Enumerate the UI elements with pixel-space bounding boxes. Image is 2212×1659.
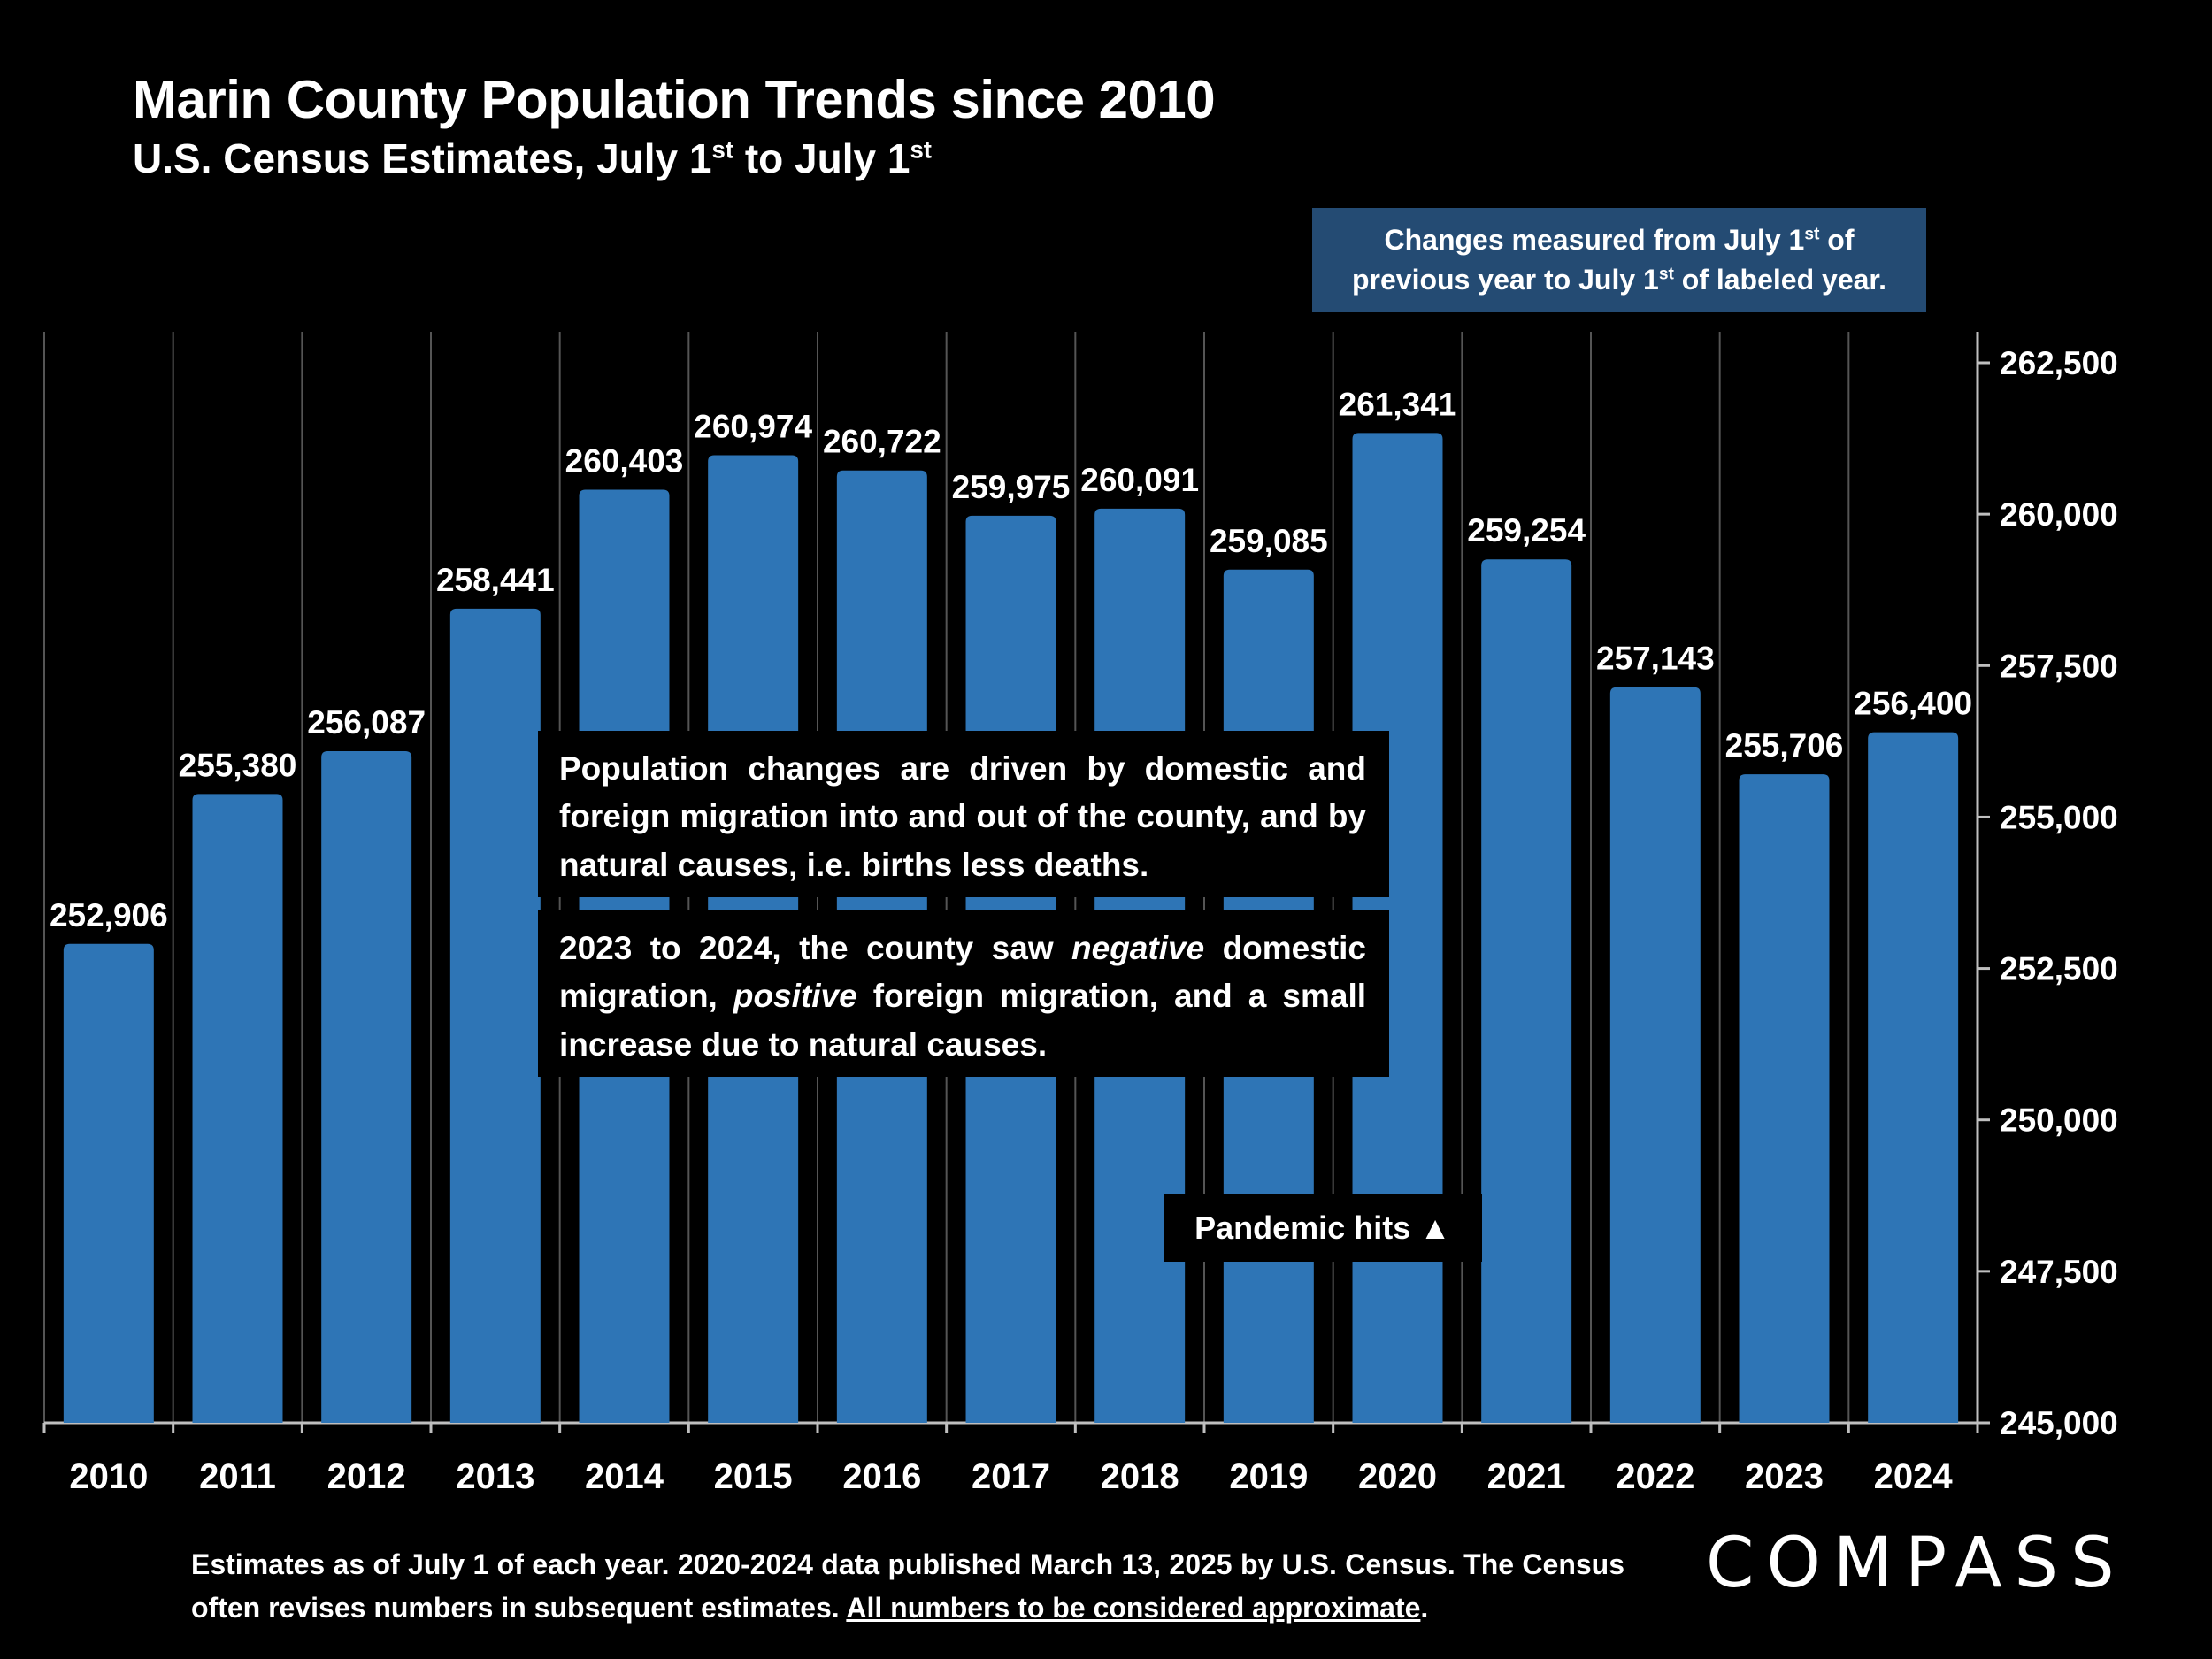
data-label-2023: 255,706 bbox=[1725, 727, 1844, 764]
drivers-explanation: Population changes are driven by domesti… bbox=[538, 731, 1389, 897]
chart-subtitle: U.S. Census Estimates, July 1st to July … bbox=[133, 135, 932, 181]
bar-2012 bbox=[321, 751, 412, 1423]
y-tick-label: 245,000 bbox=[2000, 1405, 2118, 1441]
x-tick-label-2014: 2014 bbox=[585, 1457, 664, 1496]
data-label-2013: 258,441 bbox=[436, 562, 555, 598]
bar-2021 bbox=[1481, 559, 1572, 1423]
data-label-2016: 260,722 bbox=[823, 424, 941, 460]
y-tick-label: 260,000 bbox=[2000, 496, 2118, 533]
x-tick-label-2013: 2013 bbox=[456, 1457, 534, 1496]
y-tick-label: 257,500 bbox=[2000, 648, 2118, 684]
data-label-2020: 261,341 bbox=[1339, 386, 1457, 422]
data-label-2014: 260,403 bbox=[565, 443, 684, 480]
x-tick-label-2010: 2010 bbox=[69, 1457, 148, 1496]
footnote: Estimates as of July 1 of each year. 202… bbox=[191, 1548, 1624, 1624]
y-tick-label: 262,500 bbox=[2000, 345, 2118, 381]
bar-2020 bbox=[1352, 433, 1443, 1424]
x-tick-label-2011: 2011 bbox=[199, 1457, 276, 1496]
data-label-2015: 260,974 bbox=[694, 408, 812, 444]
migration-explanation: 2023 to 2024, the county saw negative do… bbox=[538, 910, 1389, 1077]
data-label-2010: 252,906 bbox=[50, 897, 168, 933]
x-tick-label-2016: 2016 bbox=[842, 1457, 921, 1496]
pandemic-annotation: Pandemic hits ▲ bbox=[1164, 1194, 1482, 1262]
x-tick-label-2020: 2020 bbox=[1358, 1457, 1437, 1496]
x-tick-label-2019: 2019 bbox=[1229, 1457, 1308, 1496]
x-tick-label-2015: 2015 bbox=[714, 1457, 793, 1496]
bar-2024 bbox=[1868, 732, 1959, 1423]
y-tick-label: 250,000 bbox=[2000, 1102, 2118, 1139]
compass-logo: COMPASS bbox=[1706, 1524, 2127, 1603]
x-tick-label-2023: 2023 bbox=[1745, 1457, 1824, 1496]
chart-title: Marin County Population Trends since 201… bbox=[133, 70, 1216, 129]
x-tick-label-2012: 2012 bbox=[327, 1457, 406, 1496]
bar-2022 bbox=[1609, 687, 1701, 1423]
data-label-2019: 259,085 bbox=[1210, 523, 1328, 559]
data-label-2022: 257,143 bbox=[1596, 641, 1715, 677]
x-tick-label-2021: 2021 bbox=[1487, 1457, 1566, 1496]
bar-2011 bbox=[192, 794, 283, 1423]
bar-2010 bbox=[63, 943, 154, 1423]
data-label-2011: 255,380 bbox=[179, 747, 297, 783]
y-tick-label: 255,000 bbox=[2000, 799, 2118, 835]
x-tick-label-2022: 2022 bbox=[1616, 1457, 1694, 1496]
data-label-2012: 256,087 bbox=[307, 704, 426, 741]
data-label-2021: 259,254 bbox=[1467, 512, 1586, 549]
bar-2023 bbox=[1739, 774, 1830, 1423]
x-tick-label-2017: 2017 bbox=[972, 1457, 1050, 1496]
y-tick-label: 247,500 bbox=[2000, 1254, 2118, 1290]
measurement-note: Changes measured from July 1st of previo… bbox=[1312, 208, 1926, 312]
x-tick-label-2024: 2024 bbox=[1874, 1457, 1954, 1496]
bar-2013 bbox=[449, 608, 541, 1423]
y-tick-label: 252,500 bbox=[2000, 951, 2118, 987]
data-label-2017: 259,975 bbox=[952, 469, 1071, 505]
data-label-2024: 256,400 bbox=[1854, 686, 1972, 722]
x-tick-label-2018: 2018 bbox=[1101, 1457, 1179, 1496]
data-label-2018: 260,091 bbox=[1080, 462, 1199, 498]
